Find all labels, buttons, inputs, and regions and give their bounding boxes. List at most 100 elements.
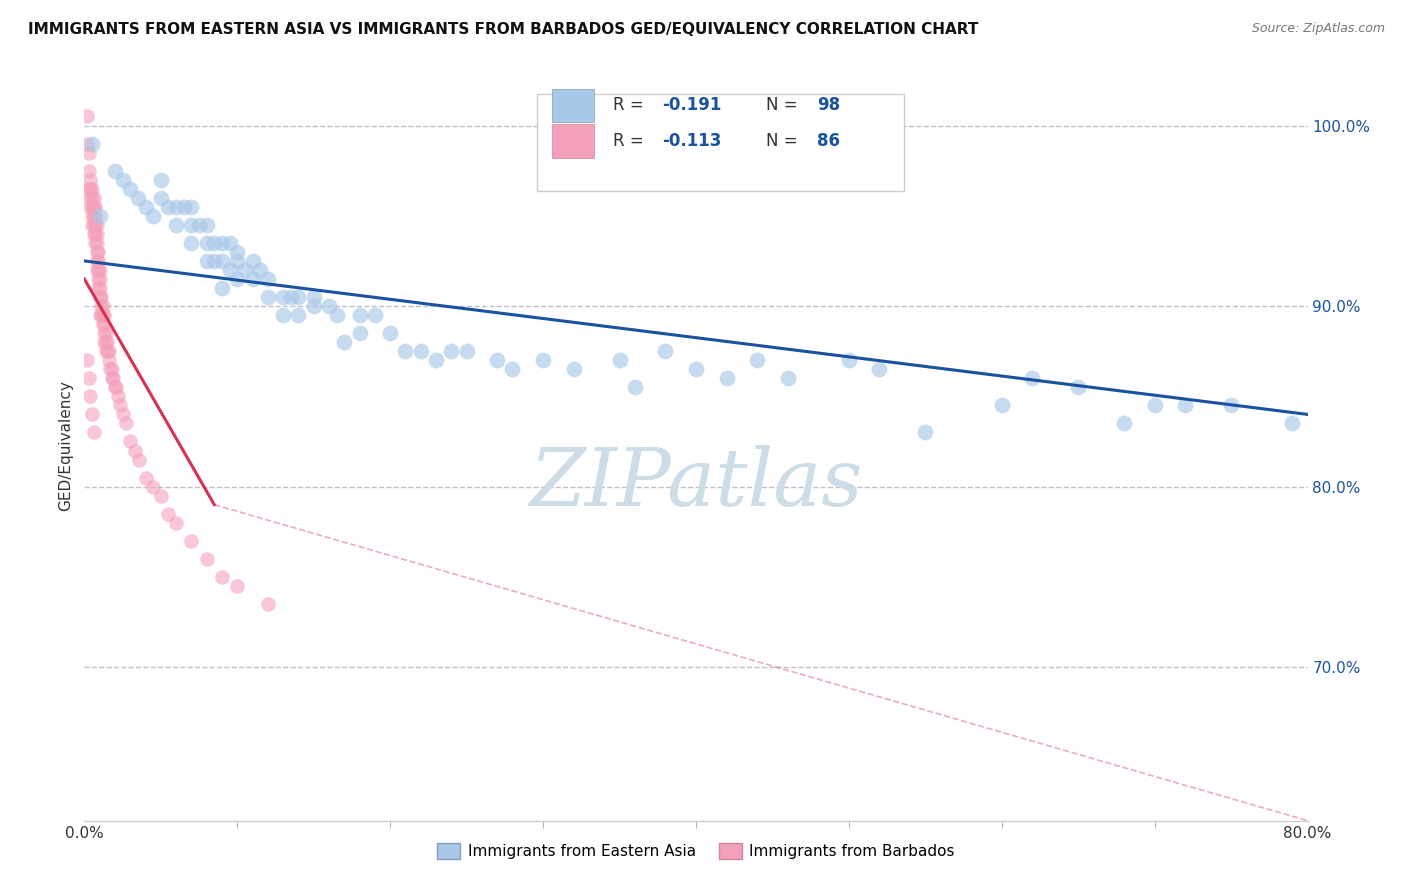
Point <box>257 290 280 304</box>
Point <box>91 317 114 331</box>
Point <box>83 425 105 440</box>
Point <box>380 326 402 340</box>
Point <box>609 353 631 368</box>
Point <box>91 308 114 322</box>
Point <box>83 191 105 205</box>
Point <box>302 290 325 304</box>
Point <box>93 317 115 331</box>
Point <box>84 200 107 214</box>
Point <box>86 218 108 232</box>
Point <box>188 218 211 232</box>
Point <box>135 470 157 484</box>
Point <box>1114 417 1136 431</box>
Point <box>333 335 356 350</box>
Point <box>91 299 114 313</box>
Point <box>105 380 128 394</box>
Point <box>97 353 120 368</box>
Point <box>195 552 218 566</box>
Point <box>101 371 124 385</box>
Point <box>107 389 129 403</box>
Point <box>440 344 463 359</box>
Point <box>157 200 180 214</box>
Point <box>80 182 103 196</box>
Point <box>80 136 103 151</box>
Point <box>96 335 118 350</box>
Point <box>149 191 172 205</box>
Point <box>79 200 101 214</box>
Point <box>86 235 108 250</box>
Y-axis label: GED/Equivalency: GED/Equivalency <box>58 381 73 511</box>
Point <box>77 145 100 160</box>
Point <box>111 408 134 422</box>
Point <box>127 191 149 205</box>
Point <box>233 263 256 277</box>
Text: Source: ZipAtlas.com: Source: ZipAtlas.com <box>1251 22 1385 36</box>
Point <box>142 209 165 223</box>
Point <box>90 308 112 322</box>
Point <box>1220 398 1243 412</box>
Point <box>77 371 100 385</box>
Point <box>280 290 302 304</box>
Point <box>180 218 202 232</box>
Point <box>84 235 107 250</box>
Point <box>149 489 172 503</box>
Point <box>76 136 98 151</box>
Point <box>80 200 103 214</box>
Point <box>242 254 264 268</box>
Point <box>98 362 121 376</box>
Point <box>180 533 202 548</box>
Point <box>226 254 249 268</box>
Point <box>776 371 799 385</box>
Point <box>87 254 110 268</box>
Point <box>94 326 117 340</box>
Point <box>195 218 218 232</box>
Point <box>173 200 195 214</box>
Point <box>869 362 891 376</box>
Point <box>83 209 105 223</box>
Point <box>79 389 101 403</box>
Point <box>83 200 105 214</box>
Point <box>77 163 100 178</box>
Point <box>914 425 936 440</box>
Text: -0.191: -0.191 <box>662 96 721 114</box>
Point <box>202 235 225 250</box>
Point <box>84 227 107 241</box>
Point <box>394 344 416 359</box>
Point <box>747 353 769 368</box>
Point <box>97 344 120 359</box>
Point <box>96 344 118 359</box>
Point <box>257 597 280 611</box>
Text: N =: N = <box>766 132 803 150</box>
Point <box>93 335 115 350</box>
Point <box>180 235 202 250</box>
Point <box>90 299 112 313</box>
Point <box>318 299 340 313</box>
Point <box>89 209 111 223</box>
Point <box>86 254 108 268</box>
Point <box>80 218 103 232</box>
Point <box>89 281 111 295</box>
Point <box>120 434 142 449</box>
Point <box>79 191 101 205</box>
Point <box>142 480 165 494</box>
Point <box>562 362 585 376</box>
Point <box>157 507 180 521</box>
Text: N =: N = <box>766 96 803 114</box>
Point <box>89 308 111 322</box>
Point <box>165 200 187 214</box>
Text: R =: R = <box>613 96 648 114</box>
Point <box>531 353 554 368</box>
Text: IMMIGRANTS FROM EASTERN ASIA VS IMMIGRANTS FROM BARBADOS GED/EQUIVALENCY CORRELA: IMMIGRANTS FROM EASTERN ASIA VS IMMIGRAN… <box>28 22 979 37</box>
Point <box>211 235 233 250</box>
Point <box>364 308 387 322</box>
Point <box>76 110 98 124</box>
Point <box>77 182 100 196</box>
Point <box>86 227 108 241</box>
Text: 86: 86 <box>817 132 839 150</box>
Point <box>135 200 157 214</box>
Point <box>271 290 294 304</box>
Point <box>195 254 218 268</box>
FancyBboxPatch shape <box>537 94 904 191</box>
Point <box>991 398 1014 412</box>
Point <box>287 308 309 322</box>
